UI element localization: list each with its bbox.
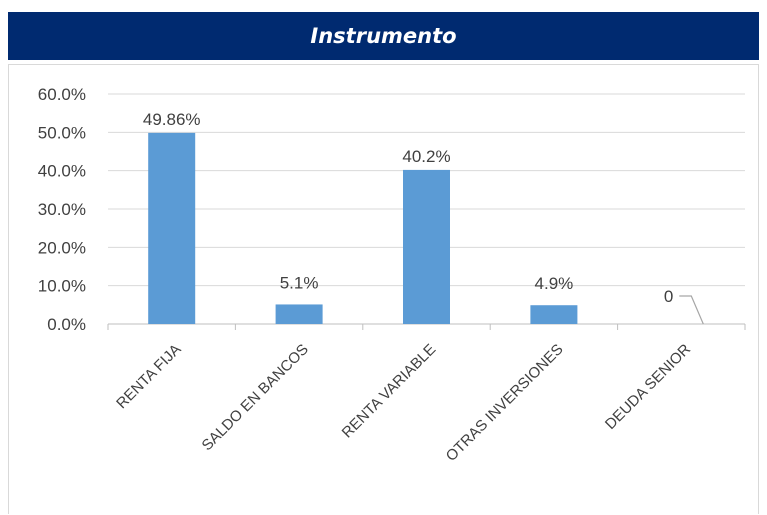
chart-frame — [8, 64, 759, 514]
category-label: RENTA FIJA — [113, 341, 184, 412]
bar — [403, 169, 450, 324]
data-labels: 49.86% 5.1% 40.2% 4.9% 0 — [143, 110, 704, 325]
data-label: 4.9% — [535, 274, 574, 293]
data-label: 5.1% — [280, 273, 319, 292]
y-tick-label: 10.0% — [38, 277, 86, 296]
category-label: OTRAS INVERSIONES — [443, 341, 567, 465]
y-tick-label: 40.0% — [38, 162, 86, 181]
data-label: 49.86% — [143, 110, 201, 129]
bar — [530, 305, 578, 324]
y-tick-label: 30.0% — [38, 200, 86, 219]
chart-title: Instrumento — [310, 24, 457, 48]
y-tick-label: 20.0% — [38, 238, 86, 257]
category-label: SALDO EN BANCOS — [199, 341, 312, 454]
data-label: 0 — [664, 287, 673, 306]
category-labels: RENTA FIJA SALDO EN BANCOS RENTA VARIABLE O… — [113, 341, 694, 465]
data-label: 40.2% — [402, 147, 450, 166]
category-label: RENTA VARIABLE — [339, 341, 440, 442]
bars — [148, 132, 578, 324]
y-tick-label: 50.0% — [38, 123, 86, 142]
bar — [275, 304, 323, 324]
y-axis-ticks: 0.0% 10.0% 20.0% 30.0% 40.0% 50.0% 60.0% — [38, 85, 86, 334]
y-tick-label: 0.0% — [47, 315, 86, 334]
y-tick-label: 60.0% — [38, 85, 86, 104]
chart-title-banner: Instrumento — [8, 12, 759, 60]
category-label: DEUDA SENIOR — [602, 341, 694, 433]
bar — [148, 132, 196, 324]
data-label-leader-line — [679, 295, 704, 325]
